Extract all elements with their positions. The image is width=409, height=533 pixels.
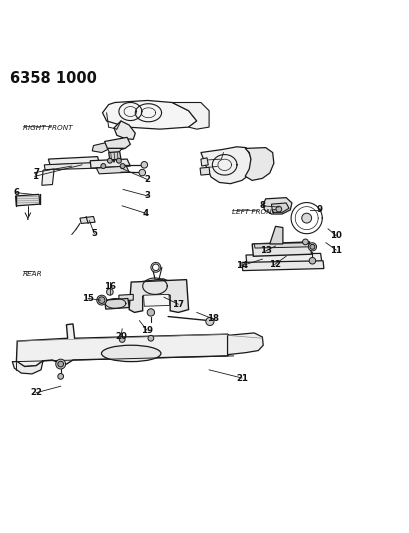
Circle shape bbox=[101, 164, 106, 168]
Circle shape bbox=[301, 213, 311, 223]
Circle shape bbox=[116, 158, 121, 163]
Text: 6358 1000: 6358 1000 bbox=[10, 70, 97, 85]
Polygon shape bbox=[252, 242, 311, 256]
Text: 22: 22 bbox=[30, 388, 42, 397]
Text: 3: 3 bbox=[144, 191, 150, 200]
Polygon shape bbox=[16, 195, 40, 206]
Polygon shape bbox=[200, 167, 209, 175]
Polygon shape bbox=[114, 121, 135, 140]
Polygon shape bbox=[227, 333, 263, 354]
Circle shape bbox=[147, 309, 154, 316]
Polygon shape bbox=[129, 280, 188, 312]
Text: 10: 10 bbox=[330, 231, 341, 240]
Polygon shape bbox=[245, 148, 273, 180]
Polygon shape bbox=[104, 138, 130, 148]
Text: 17: 17 bbox=[172, 300, 184, 309]
Polygon shape bbox=[200, 147, 252, 184]
Circle shape bbox=[148, 335, 153, 341]
Circle shape bbox=[205, 317, 213, 326]
Circle shape bbox=[275, 206, 281, 212]
Polygon shape bbox=[200, 158, 208, 166]
Polygon shape bbox=[271, 203, 288, 212]
Ellipse shape bbox=[101, 345, 160, 361]
Polygon shape bbox=[172, 102, 209, 129]
Polygon shape bbox=[12, 361, 43, 374]
Polygon shape bbox=[263, 198, 291, 214]
Text: 21: 21 bbox=[235, 374, 247, 383]
Circle shape bbox=[58, 361, 63, 367]
Text: 5: 5 bbox=[91, 229, 97, 238]
Polygon shape bbox=[102, 100, 196, 129]
Polygon shape bbox=[119, 294, 133, 301]
Text: 18: 18 bbox=[207, 314, 219, 324]
Text: 1: 1 bbox=[32, 172, 38, 181]
Polygon shape bbox=[254, 243, 309, 248]
Text: 20: 20 bbox=[115, 332, 126, 341]
Text: 7: 7 bbox=[34, 168, 40, 177]
Text: 6: 6 bbox=[13, 188, 19, 197]
Circle shape bbox=[107, 158, 112, 163]
Polygon shape bbox=[107, 148, 125, 160]
Polygon shape bbox=[104, 298, 129, 309]
Text: 4: 4 bbox=[142, 209, 148, 217]
Circle shape bbox=[302, 239, 308, 245]
Polygon shape bbox=[16, 324, 234, 367]
Circle shape bbox=[152, 264, 159, 271]
Polygon shape bbox=[143, 294, 169, 306]
Text: 9: 9 bbox=[316, 205, 322, 214]
Circle shape bbox=[97, 295, 106, 305]
Text: 2: 2 bbox=[144, 175, 150, 184]
Text: 8: 8 bbox=[259, 201, 265, 211]
Circle shape bbox=[308, 257, 315, 264]
Polygon shape bbox=[96, 166, 129, 174]
Text: 13: 13 bbox=[259, 246, 271, 255]
Polygon shape bbox=[44, 163, 99, 169]
Text: 19: 19 bbox=[140, 326, 153, 335]
Polygon shape bbox=[241, 261, 323, 271]
Circle shape bbox=[151, 262, 160, 272]
Text: 15: 15 bbox=[82, 294, 94, 303]
Circle shape bbox=[58, 374, 63, 379]
Polygon shape bbox=[108, 152, 121, 160]
Circle shape bbox=[106, 289, 113, 295]
Text: LEFT FRONT: LEFT FRONT bbox=[231, 209, 275, 215]
Circle shape bbox=[56, 359, 65, 369]
Text: 12: 12 bbox=[268, 260, 280, 269]
Polygon shape bbox=[48, 157, 99, 165]
Polygon shape bbox=[80, 216, 95, 223]
Text: 16: 16 bbox=[103, 281, 116, 290]
Circle shape bbox=[120, 164, 125, 168]
Circle shape bbox=[141, 161, 147, 168]
Polygon shape bbox=[138, 279, 172, 294]
Circle shape bbox=[139, 169, 145, 176]
Text: REAR: REAR bbox=[22, 271, 42, 277]
Polygon shape bbox=[42, 169, 54, 185]
Polygon shape bbox=[245, 253, 321, 264]
Polygon shape bbox=[269, 227, 282, 244]
Text: RIGHT FRONT: RIGHT FRONT bbox=[22, 125, 72, 131]
Text: 14: 14 bbox=[235, 261, 247, 270]
Polygon shape bbox=[92, 143, 110, 152]
Circle shape bbox=[309, 244, 314, 249]
Text: 11: 11 bbox=[329, 246, 342, 255]
Polygon shape bbox=[90, 159, 130, 168]
Circle shape bbox=[98, 297, 105, 303]
Circle shape bbox=[308, 243, 316, 251]
Circle shape bbox=[119, 337, 125, 342]
